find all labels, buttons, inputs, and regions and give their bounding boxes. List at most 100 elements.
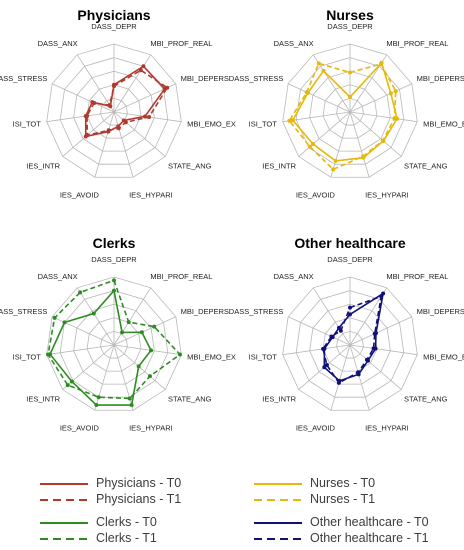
series-other-healthcare-t1 xyxy=(322,295,383,384)
legend-label: Nurses - T0 xyxy=(310,476,376,490)
grid-ring xyxy=(59,57,169,165)
axis-label-ies-intr: IES_INTR xyxy=(26,395,60,404)
grid-spoke xyxy=(113,287,152,346)
point-other-healthcare-t1-dass-stress xyxy=(329,334,334,339)
point-nurses-t0-isi-tot xyxy=(290,118,295,123)
axis-label-mbi-emo-ex: MBI_EMO_EX xyxy=(187,353,236,362)
point-nurses-t0-ies-intr xyxy=(310,142,315,147)
axis-label-dass-depr: DASS_DEPR xyxy=(327,255,373,264)
point-nurses-t1-mbi-depers xyxy=(393,89,398,94)
grid-ring xyxy=(322,317,378,372)
point-physicians-t1-mbi-emo-ex xyxy=(147,115,152,120)
point-other-healthcare-t0-dass-depr xyxy=(348,312,352,317)
axis-label-ies-hypari: IES_HYPARI xyxy=(129,191,173,200)
grid-spoke xyxy=(349,344,370,411)
point-physicians-t1-ies-avoid xyxy=(106,128,111,133)
point-clerks-t0-dass-depr xyxy=(112,288,116,293)
axis-label-dass-depr: DASS_DEPR xyxy=(91,22,137,31)
grid-spoke xyxy=(46,344,115,356)
point-other-healthcare-t1-mbi-prof-real xyxy=(379,294,384,299)
grid-spoke xyxy=(298,111,351,157)
grid-ring xyxy=(336,330,364,359)
legend-swatch xyxy=(40,483,88,485)
grid-spoke xyxy=(113,54,152,113)
point-clerks-t0-mbi-depers xyxy=(139,330,144,335)
axis-label-ies-intr: IES_INTR xyxy=(262,395,296,404)
grid-ring xyxy=(295,57,405,165)
point-other-healthcare-t0-dass-anx xyxy=(336,325,341,330)
point-clerks-t1-isi-tot xyxy=(46,352,51,357)
legend-swatch xyxy=(254,499,302,501)
grid-ring xyxy=(46,276,182,411)
grid-spoke xyxy=(287,316,351,346)
grid-spoke xyxy=(349,316,413,346)
grid-ring xyxy=(336,97,364,126)
legend-swatch xyxy=(254,522,302,524)
grid-spoke xyxy=(76,287,115,346)
radar-panel-other-healthcare: Other healthcare DASS_DEPR MBI_PROF_REAL MB… xyxy=(229,235,464,433)
axis-label-ies-avoid: IES_AVOID xyxy=(60,424,100,433)
point-clerks-t1-dass-anx xyxy=(78,290,83,295)
grid-spoke xyxy=(94,111,115,178)
grid-spoke xyxy=(113,111,134,178)
axis-label-state-ang: STATE_ANG xyxy=(404,395,448,404)
grid-ring xyxy=(59,290,169,398)
grid-spoke xyxy=(51,83,115,113)
axis-label-mbi-depers: MBI_DEPERS xyxy=(181,74,229,83)
point-physicians-t1-ies-intr xyxy=(85,133,90,138)
legend-swatch xyxy=(40,522,88,524)
grid-ring xyxy=(309,70,391,152)
legend-label: Other healthcare - T0 xyxy=(310,515,429,529)
series-clerks-t0 xyxy=(49,288,152,406)
grid-ring xyxy=(322,84,378,139)
grid-spoke xyxy=(76,54,115,113)
axis-label-ies-intr: IES_INTR xyxy=(262,162,296,171)
point-clerks-t1-mbi-prof-real xyxy=(126,320,131,325)
grid-spoke xyxy=(287,83,351,113)
grid-spoke xyxy=(349,83,413,113)
point-physicians-t0-mbi-prof-real xyxy=(141,64,146,69)
axis-label-isi-tot: ISI_TOT xyxy=(13,120,42,129)
axis-label-dass-stress: DASS_STRESS xyxy=(229,74,284,83)
axis-label-state-ang: STATE_ANG xyxy=(404,162,448,171)
legend-swatch xyxy=(254,538,302,540)
legend-label: Clerks - T1 xyxy=(96,531,157,545)
point-nurses-t1-ies-intr xyxy=(307,144,312,149)
point-physicians-t1-mbi-depers xyxy=(165,85,170,90)
radar-panel-clerks: Clerks DASS_DEPR MBI_PROF_REAL MBI_DEPERS MB… xyxy=(0,235,236,433)
legend-label: Nurses - T1 xyxy=(310,492,376,506)
axis-label-mbi-prof-real: MBI_PROF_REAL xyxy=(386,272,448,281)
grid-ring xyxy=(100,97,128,126)
legend-label: Physicians - T1 xyxy=(96,492,182,506)
point-clerks-t1-ies-intr xyxy=(65,383,70,388)
point-nurses-t1-dass-depr xyxy=(348,70,352,75)
axis-label-ies-avoid: IES_AVOID xyxy=(60,191,100,200)
axis-label-ies-avoid: IES_AVOID xyxy=(296,191,336,200)
grid-spoke xyxy=(349,111,402,157)
axis-label-mbi-depers: MBI_DEPERS xyxy=(417,74,464,83)
point-nurses-t1-mbi-prof-real xyxy=(378,61,383,66)
grid-spoke xyxy=(113,344,182,356)
point-nurses-t0-mbi-depers xyxy=(388,91,393,96)
radar-figure: PhysiciansDASS_DEPRMBI_PROF_REALMBI_DEPE… xyxy=(0,7,464,433)
grid-ring xyxy=(73,70,155,152)
axis-label-dass-stress: DASS_STRESS xyxy=(229,307,284,316)
point-other-healthcare-t1-mbi-depers xyxy=(372,331,377,336)
point-clerks-t1-mbi-emo-ex xyxy=(177,352,182,357)
point-other-healthcare-t1-state-ang xyxy=(364,357,369,362)
grid-ring xyxy=(309,303,391,385)
panel-title: Physicians xyxy=(77,7,150,23)
axis-label-mbi-emo-ex: MBI_EMO_EX xyxy=(423,120,464,129)
grid-spoke xyxy=(312,287,351,346)
axis-label-state-ang: STATE_ANG xyxy=(168,395,212,404)
grid-spoke xyxy=(94,344,115,411)
axis-label-dass-anx: DASS_ANX xyxy=(274,39,314,48)
panel-title: Other healthcare xyxy=(294,235,405,251)
grid-spoke xyxy=(349,111,418,123)
point-nurses-t0-dass-depr xyxy=(348,95,352,100)
axis-label-dass-depr: DASS_DEPR xyxy=(327,22,373,31)
series-physicians-t1 xyxy=(86,69,169,137)
grid-ring xyxy=(46,43,182,178)
panel-title: Clerks xyxy=(93,235,136,251)
